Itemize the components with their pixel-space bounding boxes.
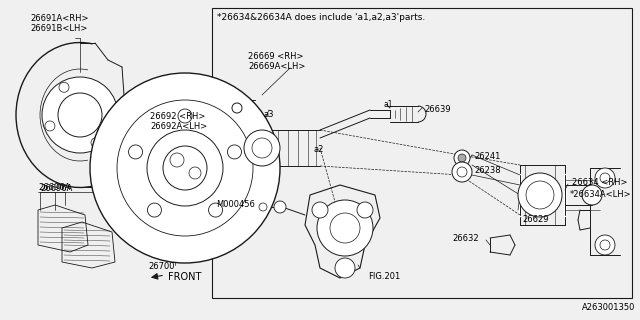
Circle shape [600, 240, 610, 250]
Text: 26632: 26632 [452, 234, 479, 243]
Text: 26691A<RH>: 26691A<RH> [30, 14, 88, 23]
Circle shape [452, 162, 472, 182]
Circle shape [189, 167, 201, 179]
Circle shape [458, 154, 466, 162]
Circle shape [117, 100, 253, 236]
Circle shape [252, 138, 272, 158]
Text: a1: a1 [383, 100, 392, 109]
Circle shape [244, 130, 280, 166]
Circle shape [312, 202, 328, 218]
Circle shape [232, 103, 242, 113]
Text: 26700: 26700 [148, 262, 175, 271]
Circle shape [595, 168, 615, 188]
Text: 26238: 26238 [474, 166, 500, 175]
Text: 26691B<LH>: 26691B<LH> [30, 24, 88, 33]
Circle shape [518, 173, 562, 217]
Circle shape [91, 138, 101, 148]
Text: a3: a3 [264, 110, 275, 119]
Circle shape [317, 200, 373, 256]
Text: 26669A<LH>: 26669A<LH> [248, 62, 305, 71]
Circle shape [147, 203, 161, 217]
Circle shape [335, 258, 355, 278]
Text: FIG.201: FIG.201 [368, 272, 400, 281]
Bar [212, 8, 632, 298]
Circle shape [357, 202, 373, 218]
Circle shape [227, 145, 241, 159]
Text: 26634 <RH>: 26634 <RH> [572, 178, 627, 187]
Text: 26639: 26639 [424, 105, 451, 114]
Circle shape [600, 173, 610, 183]
Text: 26241: 26241 [474, 152, 500, 161]
Circle shape [595, 235, 615, 255]
Circle shape [526, 181, 554, 209]
Circle shape [58, 93, 102, 137]
Text: 26696A: 26696A [38, 183, 70, 192]
Circle shape [457, 167, 467, 177]
Circle shape [330, 213, 360, 243]
Text: 26696A: 26696A [40, 184, 72, 193]
Circle shape [209, 203, 223, 217]
Circle shape [454, 150, 470, 166]
Circle shape [42, 77, 118, 153]
Circle shape [163, 146, 207, 190]
Circle shape [259, 203, 267, 211]
Circle shape [274, 201, 286, 213]
Circle shape [178, 109, 192, 123]
Text: 26669 <RH>: 26669 <RH> [248, 52, 303, 61]
Text: A263001350: A263001350 [582, 303, 635, 312]
Text: *26634&26634A does include 'a1,a2,a3'parts.: *26634&26634A does include 'a1,a2,a3'par… [217, 13, 425, 22]
Text: a2: a2 [314, 145, 324, 154]
Text: FRONT: FRONT [168, 272, 202, 282]
Text: 26692 <RH>: 26692 <RH> [150, 112, 205, 121]
Circle shape [45, 121, 55, 131]
Circle shape [129, 145, 143, 159]
Circle shape [59, 82, 69, 92]
Text: *26634A<LH>: *26634A<LH> [570, 190, 632, 199]
Circle shape [90, 73, 280, 263]
Circle shape [170, 153, 184, 167]
Text: 26692A<LH>: 26692A<LH> [150, 122, 207, 131]
Text: 26629: 26629 [522, 215, 548, 224]
Circle shape [582, 185, 602, 205]
Circle shape [147, 130, 223, 206]
Text: M000456: M000456 [216, 200, 255, 209]
